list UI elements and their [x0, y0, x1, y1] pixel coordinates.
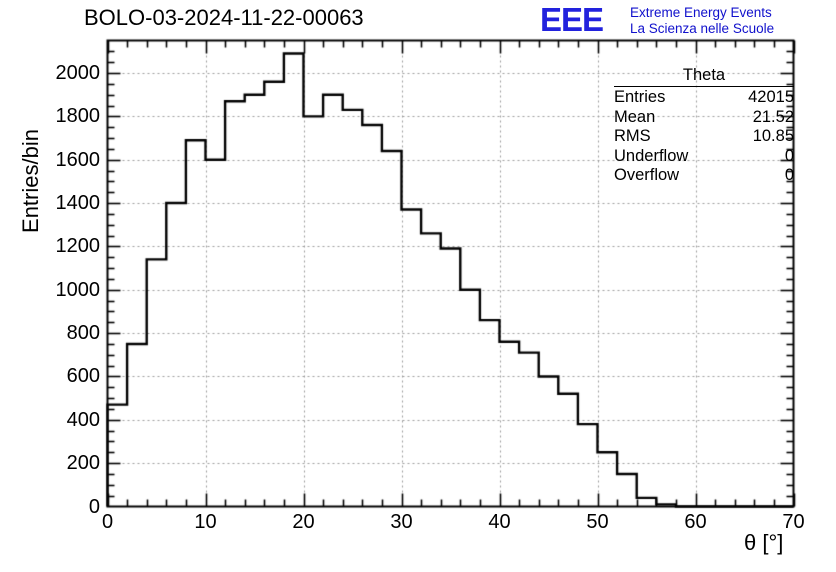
stats-row: Underflow 0 [614, 147, 794, 167]
y-tick-label: 1200 [55, 235, 101, 258]
stats-box: Theta Entries 42015 Mean 21.52 RMS 10.85 Under… [614, 66, 794, 186]
stats-row-key: Entries [614, 88, 666, 106]
stats-row-value: 42015 [748, 88, 794, 106]
x-tick-label: 40 [488, 510, 511, 533]
eee-logo: EEE Extreme Energy Events La Scienza nel… [540, 2, 832, 40]
stats-row: Mean 21.52 [614, 108, 794, 128]
x-axis-title: θ [°] [744, 530, 784, 555]
x-tick-label: 50 [586, 510, 609, 533]
x-tick-label: 0 [101, 510, 114, 533]
stats-box-title: Theta [614, 66, 794, 87]
x-tick-label: 70 [782, 510, 805, 533]
stats-row: Overflow 0 [614, 166, 794, 186]
y-tick-label: 1000 [55, 278, 101, 301]
y-tick-label: 1800 [55, 105, 101, 128]
eee-logo-text: Extreme Energy Events La Scienza nelle S… [630, 5, 774, 37]
stats-row-value: 10.85 [752, 127, 794, 145]
y-tick-label: 1400 [55, 192, 101, 215]
eee-logo-line1: Extreme Energy Events [630, 5, 772, 20]
y-axis-tick-labels: 0 200 400 600 800 1000 1200 1400 1600 1800 2000 [0, 0, 101, 572]
stats-row-value: 0 [784, 166, 794, 184]
eee-logo-line2: La Scienza nelle Scuole [630, 21, 775, 36]
page-title: BOLO-03-2024-11-22-00063 [84, 5, 364, 30]
y-tick-label: 1600 [55, 148, 101, 171]
stats-row-key: RMS [614, 127, 651, 145]
stats-row-key: Mean [614, 107, 656, 126]
x-tick-label: 60 [684, 510, 707, 533]
y-tick-label: 0 [88, 495, 100, 518]
x-tick-label: 20 [292, 510, 315, 533]
stats-row: RMS 10.85 [614, 127, 794, 147]
stats-row-key: Underflow [614, 146, 689, 165]
stats-row-key: Overflow [614, 166, 680, 184]
y-tick-label: 600 [66, 365, 100, 388]
stats-row-value: 21.52 [752, 107, 794, 126]
x-tick-label: 10 [194, 510, 217, 533]
stats-row-value: 0 [784, 146, 794, 165]
y-tick-label: 400 [66, 408, 100, 431]
y-tick-label: 200 [66, 452, 100, 475]
eee-logo-mark: EEE [540, 1, 604, 38]
x-tick-label: 30 [390, 510, 413, 533]
y-tick-label: 800 [66, 322, 100, 345]
y-tick-label: 2000 [55, 62, 101, 84]
stats-row: Entries 42015 [614, 88, 794, 108]
